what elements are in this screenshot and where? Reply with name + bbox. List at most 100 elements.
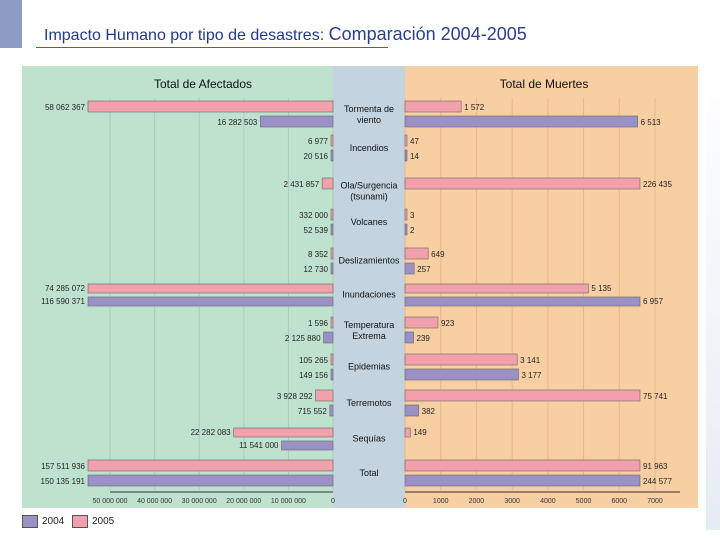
- label-deaths-2005: 1 572: [464, 103, 485, 112]
- label-affected-2004: 20 516: [304, 152, 329, 161]
- label-deaths-2005: 923: [441, 319, 455, 328]
- bar-affected-2004: [329, 404, 334, 417]
- bar-affected-2004: [281, 440, 334, 451]
- label-affected-2005: 6 977: [308, 137, 329, 146]
- bar-affected-2004: [260, 115, 334, 128]
- bar-deaths-2005: [404, 316, 439, 329]
- bar-deaths-2004: [404, 474, 641, 487]
- bar-affected-2005: [330, 316, 334, 329]
- bar-affected-2005: [330, 353, 334, 366]
- bar-deaths-2004: [404, 404, 419, 417]
- right-axis-tick-label: 7000: [647, 498, 663, 505]
- bar-affected-2004: [330, 223, 334, 236]
- legend-label-2005: 2005: [92, 515, 115, 527]
- bar-affected-2004: [87, 296, 334, 307]
- category-label: Volcanes: [351, 217, 388, 227]
- label-deaths-2005: 649: [431, 250, 445, 259]
- category-label: Extrema: [352, 331, 386, 341]
- right-axis-tick-label: 0: [403, 498, 407, 505]
- label-affected-2005: 332 000: [299, 211, 328, 220]
- right-axis-tick-label: 1000: [433, 498, 449, 505]
- bar-deaths-2005: [404, 353, 518, 366]
- category-label: Inundaciones: [342, 290, 396, 300]
- bar-deaths-2005: [404, 389, 641, 402]
- label-deaths-2004: 257: [417, 265, 431, 274]
- label-affected-2005: 58 062 367: [45, 103, 86, 112]
- label-deaths-2005: 3: [410, 211, 415, 220]
- right-axis-tick-label: 3000: [504, 498, 520, 505]
- bar-deaths-2004: [404, 368, 519, 381]
- bar-deaths-2004: [404, 331, 414, 344]
- legend-swatch-2004: [22, 514, 38, 528]
- category-label: Sequías: [352, 434, 386, 444]
- bar-deaths-2005: [404, 459, 641, 472]
- bar-deaths-2005: [404, 427, 411, 438]
- center-panel-background: [333, 66, 405, 508]
- category-label: Epidemias: [348, 362, 391, 372]
- left-axis-tick-label: 10 000 000: [271, 498, 306, 505]
- bar-affected-2005: [330, 247, 334, 260]
- label-affected-2005: 157 511 936: [41, 462, 85, 471]
- label-affected-2004: 715 552: [298, 407, 327, 416]
- label-deaths-2004: 3 177: [521, 371, 542, 380]
- right-axis-tick-label: 6000: [611, 498, 627, 505]
- label-affected-2005: 22 282 083: [191, 428, 232, 437]
- label-deaths-2005: 5 135: [591, 284, 612, 293]
- category-label: (tsunami): [350, 192, 388, 202]
- category-label: Terremotos: [346, 398, 392, 408]
- bar-affected-2005: [87, 283, 334, 294]
- left-axis-tick-label: 40 000 000: [137, 498, 172, 505]
- decorative-side-strip: [0, 0, 22, 48]
- bar-affected-2004: [330, 149, 334, 162]
- bar-affected-2004: [330, 262, 334, 275]
- bar-affected-2005: [87, 100, 334, 113]
- label-deaths-2004: 244 577: [643, 477, 672, 486]
- right-panel-title: Total de Muertes: [500, 77, 589, 91]
- label-deaths-2004: 382: [422, 407, 436, 416]
- label-deaths-2004: 6 513: [641, 118, 662, 127]
- label-affected-2004: 149 156: [299, 371, 328, 380]
- label-deaths-2005: 149: [413, 428, 427, 437]
- category-label: viento: [357, 115, 381, 125]
- right-axis-tick-label: 2000: [469, 498, 485, 505]
- category-label: Total: [359, 468, 378, 478]
- label-affected-2004: 11 541 000: [239, 441, 279, 450]
- bar-affected-2004: [87, 474, 334, 487]
- slide-title: Impacto Humano por tipo de desastres: Co…: [44, 24, 527, 45]
- label-deaths-2004: 14: [410, 152, 419, 161]
- bar-affected-2005: [233, 427, 334, 438]
- label-affected-2005: 105 265: [299, 356, 328, 365]
- bar-deaths-2004: [404, 223, 408, 236]
- label-deaths-2005: 47: [410, 137, 419, 146]
- decorative-right-edge: [706, 60, 720, 530]
- bar-affected-2005: [330, 208, 334, 221]
- bar-deaths-2005: [404, 283, 589, 294]
- label-deaths-2005: 3 141: [520, 356, 541, 365]
- label-affected-2005: 2 431 857: [284, 180, 320, 189]
- category-label: Deslizamientos: [338, 256, 400, 266]
- left-axis-tick-label: 20 000 000: [226, 498, 261, 505]
- left-panel-title: Total de Afectados: [154, 77, 252, 91]
- bar-deaths-2005: [404, 134, 408, 147]
- label-affected-2005: 3 928 292: [277, 392, 313, 401]
- bar-affected-2005: [315, 389, 334, 402]
- category-label: Incendios: [350, 143, 389, 153]
- label-deaths-2004: 239: [417, 334, 431, 343]
- bar-affected-2005: [87, 459, 334, 472]
- left-axis-tick-label: 30 000 000: [182, 498, 217, 505]
- label-affected-2005: 8 352: [308, 250, 329, 259]
- legend-item-2004: 2004: [22, 514, 64, 528]
- bar-affected-2005: [330, 134, 334, 147]
- bar-deaths-2005: [404, 247, 429, 260]
- right-axis-tick-label: 4000: [540, 498, 556, 505]
- bar-deaths-2004: [404, 296, 641, 307]
- bar-deaths-2005: [404, 100, 462, 113]
- label-affected-2004: 12 730: [304, 265, 329, 274]
- label-affected-2005: 74 285 072: [45, 284, 86, 293]
- bar-affected-2004: [323, 331, 334, 344]
- label-affected-2004: 116 590 371: [41, 297, 85, 306]
- legend-swatch-2005: [72, 514, 88, 528]
- label-deaths-2004: 6 957: [643, 297, 664, 306]
- legend-item-2005: 2005: [72, 514, 114, 528]
- left-axis-tick-label: 0: [331, 498, 335, 505]
